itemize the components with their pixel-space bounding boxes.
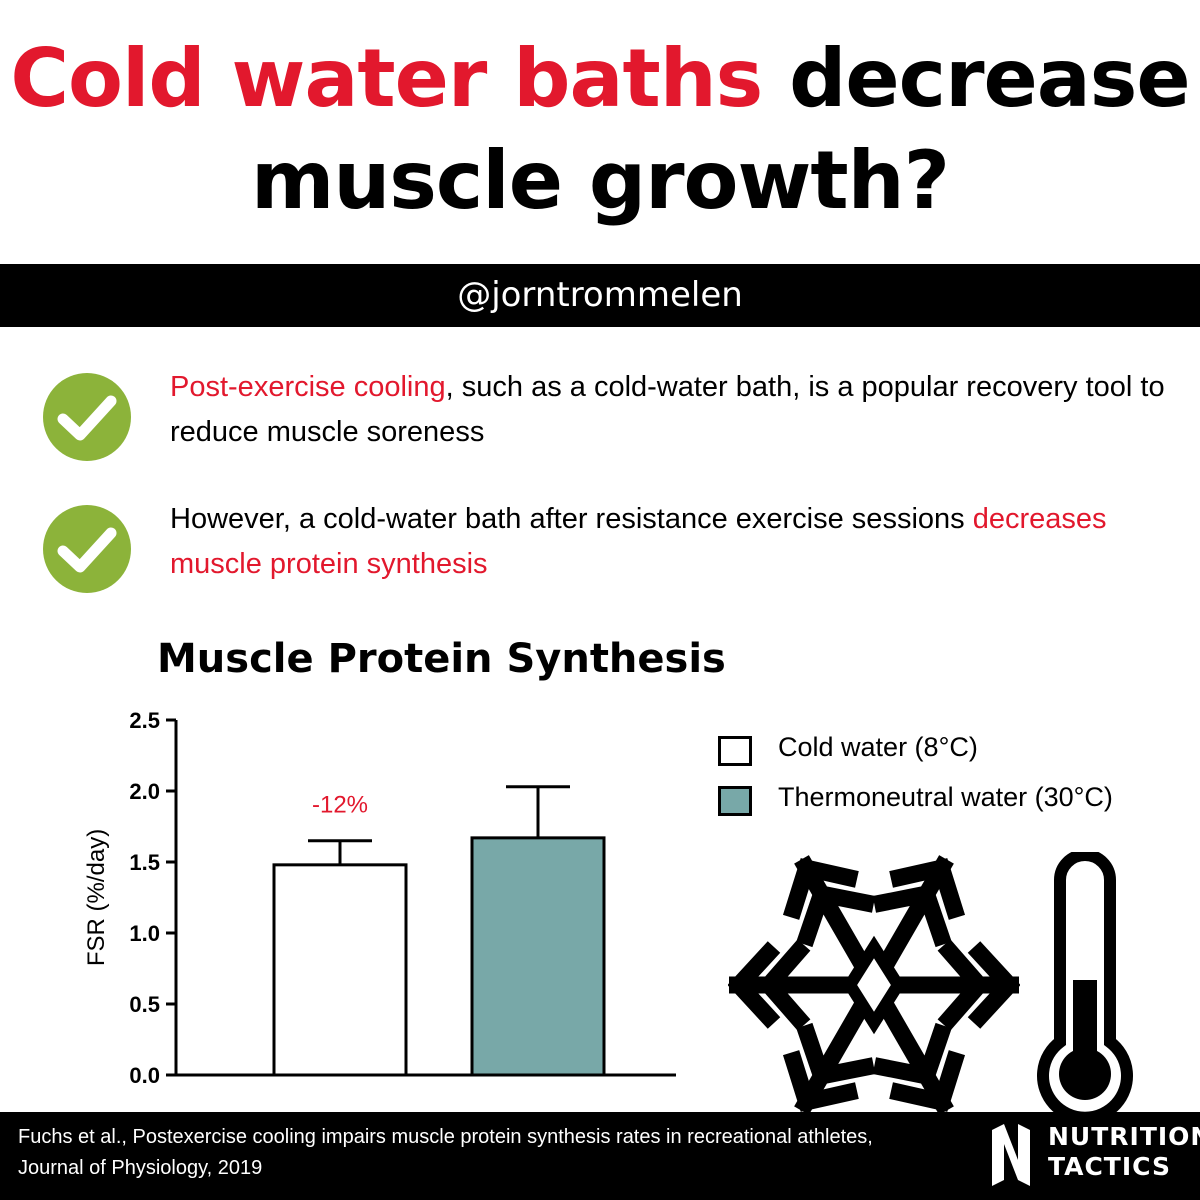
legend-label-thermoneutral: Thermoneutral water (30°C) <box>778 782 1113 812</box>
brand-line-2: TACTICS <box>1048 1152 1171 1181</box>
brand-line-1: NUTRITION <box>1048 1122 1200 1151</box>
bullet-body-1: , such as a cold-water bath, is a popula… <box>170 371 1165 448</box>
legend-item-thermoneutral: Thermoneutral water (30°C) <box>718 780 1158 830</box>
y-tick-label: 1.0 <box>129 921 160 946</box>
author-handle: @jorntrommelen <box>457 275 743 315</box>
title-line-1: Cold water baths decrease <box>0 28 1200 130</box>
bullet-point-1: Post-exercise cooling, such as a cold-wa… <box>40 365 1180 465</box>
legend-swatch-cold <box>718 736 752 766</box>
check-icon <box>43 505 131 593</box>
bullet-body-2: However, a cold-water bath after resista… <box>170 503 973 535</box>
bar-chart: 0.0 0.5 1.0 1.5 2.0 2.5 FSR (%/day) -12% <box>83 708 676 1088</box>
citation-line-1: Fuchs et al., Postexercise cooling impai… <box>18 1126 873 1148</box>
y-tick-label: 2.5 <box>129 708 160 733</box>
y-axis-label: FSR (%/day) <box>83 829 110 966</box>
bullet-point-2: However, a cold-water bath after resista… <box>40 497 1180 597</box>
bar-thermoneutral-water <box>470 836 606 1077</box>
bar-cold-water <box>272 863 408 1077</box>
title-highlight: Cold water baths <box>10 32 763 125</box>
y-tick-label: 2.0 <box>129 779 160 804</box>
legend-item-cold: Cold water (8°C) <box>718 730 1158 780</box>
page-title: Cold water baths decrease muscle growth? <box>0 28 1200 232</box>
bullet-highlight-1: Post-exercise cooling <box>170 371 446 403</box>
y-tick-label: 1.5 <box>129 850 160 875</box>
citation-line-2: Journal of Physiology, 2019 <box>18 1157 263 1179</box>
footer: Fuchs et al., Postexercise cooling impai… <box>0 1112 1200 1200</box>
citation: Fuchs et al., Postexercise cooling impai… <box>18 1122 938 1184</box>
check-icon <box>43 373 131 461</box>
title-rest: decrease <box>762 32 1191 125</box>
bullet-text-1: Post-exercise cooling, such as a cold-wa… <box>170 365 1180 455</box>
chart-legend: Cold water (8°C) Thermoneutral water (30… <box>718 730 1158 830</box>
brand-name: NUTRITION TACTICS <box>1048 1122 1200 1182</box>
bullet-text-2: However, a cold-water bath after resista… <box>170 497 1180 587</box>
chart-title: Muscle Protein Synthesis <box>157 636 726 682</box>
snowflake-icon <box>728 855 1020 1115</box>
handle-bar: @jorntrommelen <box>0 264 1200 327</box>
legend-swatch-thermoneutral <box>718 786 752 816</box>
nutrition-tactics-logo-icon <box>992 1124 1030 1186</box>
bullet-highlight-2: decreases muscle protein synthesis <box>170 503 1107 580</box>
thermometer-icon <box>1037 852 1133 1114</box>
y-tick-label: 0.0 <box>129 1063 160 1088</box>
legend-label-cold: Cold water (8°C) <box>778 732 978 762</box>
title-line-2: muscle growth? <box>250 134 950 227</box>
annotation-label: -12% <box>312 792 368 819</box>
y-tick-label: 0.5 <box>129 992 160 1017</box>
